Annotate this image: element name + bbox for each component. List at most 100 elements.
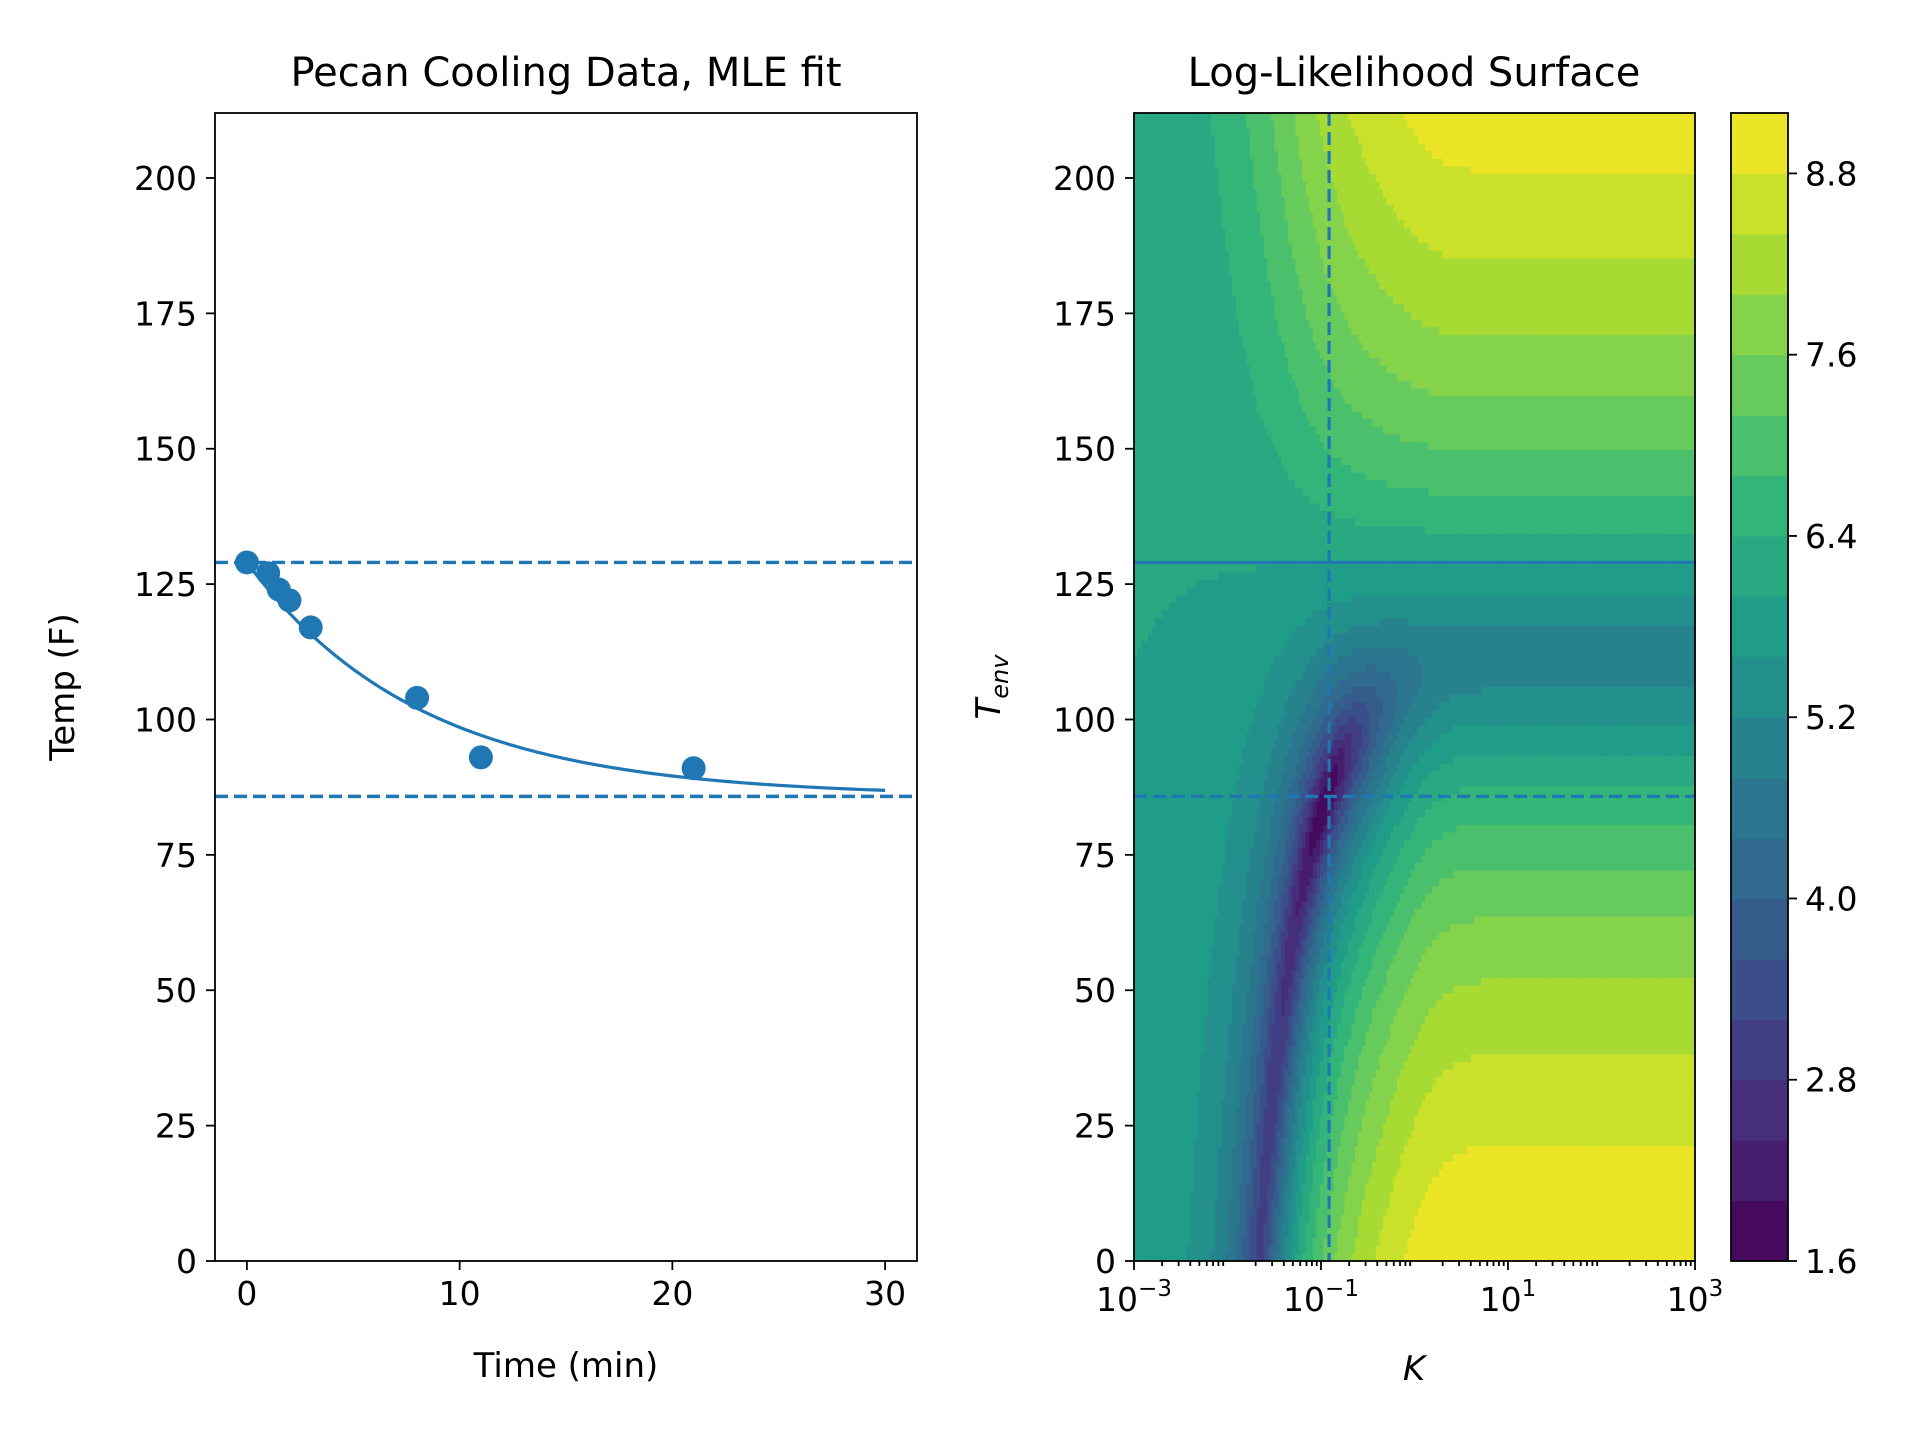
heatmap-cell [1467, 289, 1472, 298]
heatmap-cell [1155, 281, 1160, 290]
heatmap-cell [1523, 220, 1528, 229]
heatmap-cell [1169, 327, 1174, 336]
heatmap-cell [1533, 289, 1538, 298]
heatmap-cell [1428, 158, 1433, 168]
heatmap-cell [1218, 197, 1223, 206]
heatmap-cell [1579, 235, 1584, 244]
heatmap-cell [1183, 151, 1188, 160]
heatmap-cell [1386, 235, 1391, 244]
heatmap-cell [1551, 319, 1556, 328]
heatmap-cell [1393, 281, 1398, 290]
heatmap-cell [1565, 296, 1570, 305]
heatmap-cell [1442, 189, 1447, 198]
heatmap-cell [1435, 120, 1440, 129]
heatmap-cell [1642, 311, 1647, 321]
heatmap-cell [1400, 197, 1405, 206]
heatmap-cell [1344, 327, 1349, 336]
heatmap-cell [1652, 174, 1658, 183]
heatmap-cell [1607, 212, 1612, 221]
heatmap-cell [1568, 212, 1573, 221]
heatmap-cell [1375, 189, 1381, 198]
heatmap-cell [1263, 189, 1268, 198]
heatmap-cell [1551, 304, 1556, 313]
heatmap-cell [1467, 204, 1472, 214]
heatmap-cell [1663, 113, 1668, 122]
heatmap-cell [1467, 243, 1472, 252]
heatmap-cell [1453, 296, 1458, 305]
heatmap-cell [1344, 174, 1349, 183]
heatmap-cell [1418, 235, 1423, 244]
heatmap-cell [1498, 266, 1503, 275]
heatmap-cell [1239, 128, 1244, 137]
heatmap-cell [1428, 266, 1433, 275]
heatmap-cell [1302, 174, 1307, 183]
heatmap-cell [1533, 250, 1538, 260]
heatmap-cell [1400, 334, 1405, 344]
heatmap-cell [1330, 289, 1335, 298]
heatmap-cell [1635, 327, 1640, 336]
heatmap-cell [1670, 250, 1675, 260]
heatmap-cell [1137, 166, 1142, 175]
heatmap-cell [1197, 289, 1202, 298]
heatmap-cell [1477, 304, 1482, 313]
heatmap-cell [1596, 334, 1601, 344]
heatmap-cell [1389, 281, 1395, 290]
heatmap-cell [1368, 174, 1374, 183]
heatmap-cell [1267, 128, 1272, 137]
heatmap-cell [1204, 120, 1209, 129]
heatmap-cell [1638, 319, 1644, 328]
heatmap-cell [1214, 181, 1219, 191]
heatmap-cell [1684, 289, 1689, 298]
heatmap-cell [1375, 135, 1381, 145]
heatmap-cell [1537, 250, 1542, 260]
heatmap-cell [1582, 158, 1587, 168]
heatmap-cell [1193, 258, 1198, 267]
heatmap-cell [1491, 273, 1496, 282]
heatmap-cell [1309, 304, 1314, 313]
heatmap-cell [1691, 227, 1695, 237]
heatmap-cell [1449, 296, 1454, 305]
heatmap-cell [1684, 258, 1689, 267]
heatmap-cell [1277, 204, 1282, 214]
heatmap-cell [1393, 113, 1398, 122]
heatmap-cell [1169, 258, 1174, 267]
heatmap-cell [1263, 212, 1268, 221]
heatmap-cell [1270, 120, 1275, 129]
heatmap-cell [1386, 304, 1391, 313]
heatmap-cell [1565, 158, 1570, 168]
heatmap-cell [1484, 250, 1489, 260]
heatmap-cell [1656, 197, 1661, 206]
heatmap-cell [1526, 128, 1531, 137]
heatmap-cell [1502, 135, 1507, 145]
heatmap-cell [1519, 174, 1524, 183]
heatmap-cell [1670, 289, 1675, 298]
heatmap-cell [1463, 243, 1468, 252]
heatmap-cell [1172, 273, 1177, 282]
heatmap-cell [1351, 227, 1356, 237]
heatmap-cell [1375, 166, 1381, 175]
heatmap-cell [1589, 289, 1594, 298]
heatmap-cell [1659, 181, 1665, 191]
heatmap-cell [1176, 151, 1181, 160]
heatmap-cell [1365, 304, 1370, 313]
heatmap-cell [1358, 327, 1363, 336]
heatmap-cell [1687, 151, 1693, 160]
heatmap-cell [1642, 258, 1647, 267]
heatmap-cell [1368, 151, 1374, 160]
heatmap-cell [1456, 128, 1461, 137]
heatmap-cell [1558, 174, 1563, 183]
heatmap-cell [1148, 289, 1153, 298]
heatmap-cell [1193, 113, 1198, 122]
heatmap-cell [1509, 181, 1514, 191]
heatmap-cell [1158, 243, 1163, 252]
heatmap-cell [1470, 113, 1475, 122]
heatmap-cell [1263, 197, 1268, 206]
heatmap-cell [1288, 266, 1293, 275]
heatmap-cell [1274, 342, 1279, 351]
heatmap-cell [1491, 243, 1496, 252]
heatmap-cell [1176, 204, 1181, 214]
heatmap-cell [1621, 143, 1626, 152]
heatmap-cell [1572, 166, 1577, 175]
heatmap-cell [1284, 113, 1289, 122]
heatmap-cell [1631, 281, 1636, 290]
